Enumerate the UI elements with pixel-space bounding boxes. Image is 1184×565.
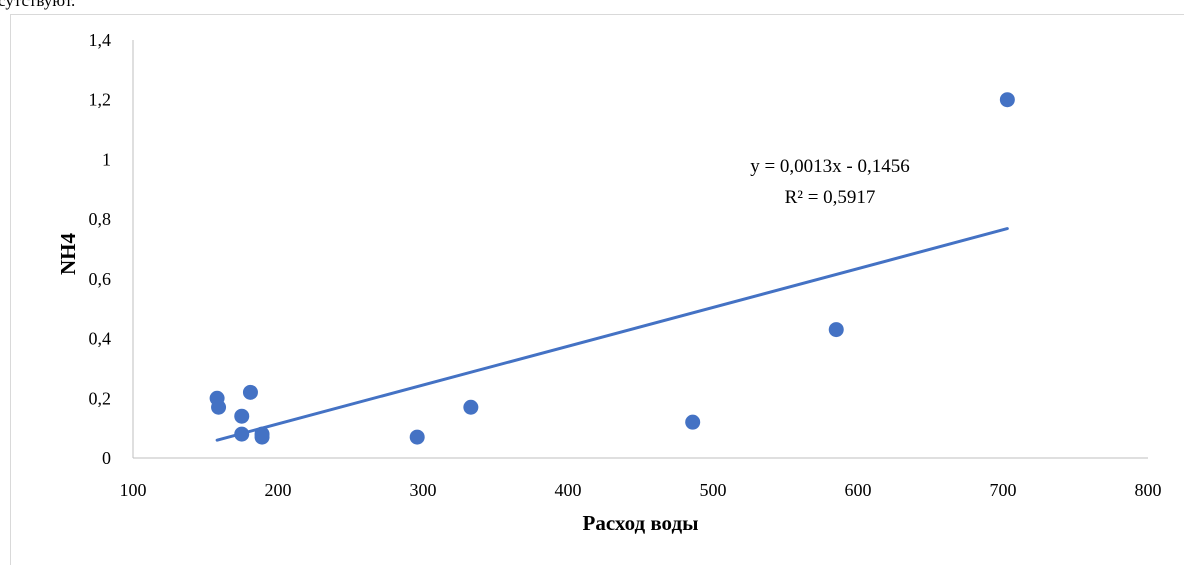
data-point: [463, 399, 479, 415]
data-points: [209, 92, 1015, 445]
axes: [132, 40, 1148, 459]
x-tick-label: 500: [700, 480, 727, 500]
data-point: [211, 399, 227, 415]
data-point: [999, 92, 1015, 108]
y-tick-label: 0: [102, 448, 111, 468]
chart-frame-left-border: [10, 14, 11, 565]
y-tick-label: 0,4: [89, 329, 112, 349]
trendline-group: [215, 227, 1009, 442]
x-tick-label: 400: [555, 480, 582, 500]
data-point: [234, 408, 250, 424]
y-tick-label: 1,4: [89, 30, 112, 50]
data-point: [685, 414, 701, 430]
data-point: [409, 429, 425, 445]
chart-labels: 0 0,2 0,4 0,6 0,8 1 1,2 1,4 100 200 300 400 500 600 70…: [56, 30, 1162, 535]
x-tick-label: 700: [990, 480, 1017, 500]
trendline-r-squared: R² = 0,5917: [785, 187, 876, 208]
data-point: [242, 384, 258, 400]
y-tick-label: 0,2: [89, 388, 112, 408]
x-tick-label: 800: [1135, 480, 1162, 500]
trendline-equation: y = 0,0013x - 0,1456: [750, 156, 910, 177]
y-axis-title: NH4: [56, 233, 80, 276]
x-tick-label: 200: [265, 480, 292, 500]
chart-frame-top-border: [10, 14, 1184, 15]
y-tick-label: 0,8: [89, 209, 112, 229]
data-point: [234, 426, 250, 442]
x-axis-title: Расход воды: [583, 511, 699, 535]
x-tick-label: 100: [120, 480, 147, 500]
y-tick-label: 1,2: [89, 90, 112, 110]
x-tick-label: 300: [410, 480, 437, 500]
trendline: [215, 227, 1009, 442]
y-tick-label: 1: [102, 149, 111, 169]
data-point: [828, 322, 844, 338]
preceding-text-fragment: сутствуют.: [0, 0, 76, 10]
x-tick-label: 600: [845, 480, 872, 500]
data-point: [254, 429, 270, 445]
y-tick-label: 0,6: [89, 269, 112, 289]
